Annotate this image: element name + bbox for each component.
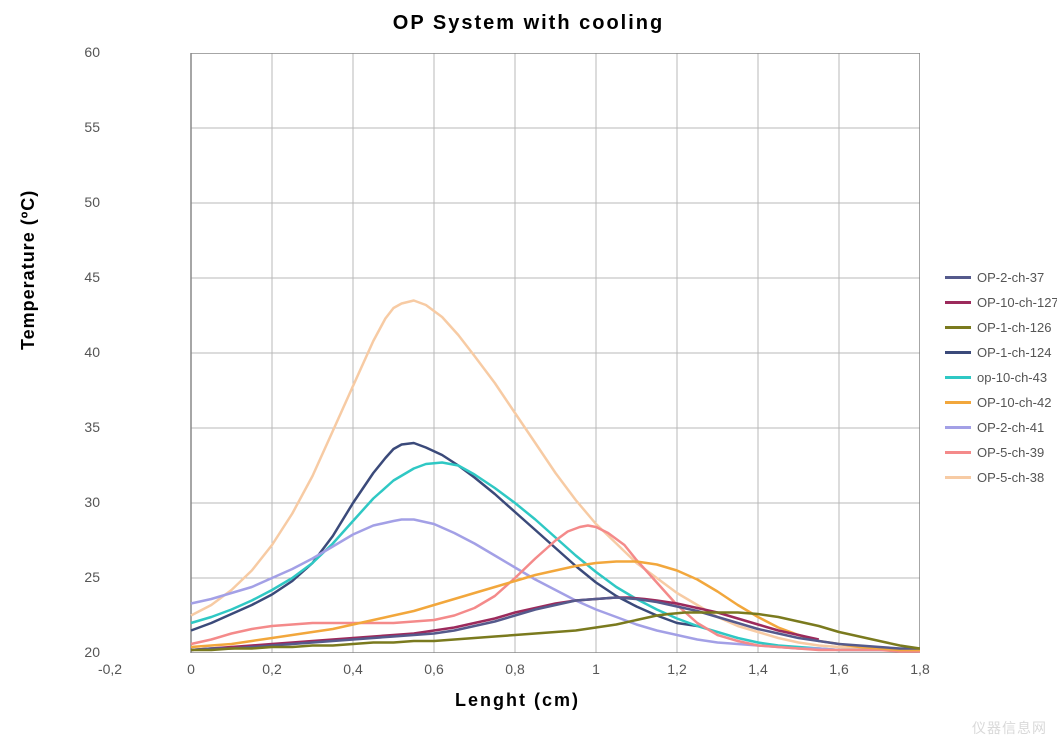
x-tick-label: 0,8 bbox=[495, 661, 535, 677]
y-tick-label: 30 bbox=[60, 494, 100, 510]
y-tick-label: 50 bbox=[60, 194, 100, 210]
legend-swatch bbox=[945, 401, 971, 404]
x-tick-label: 1,6 bbox=[819, 661, 859, 677]
chart-container: 202530354045505560-0,200,20,40,60,811,21… bbox=[110, 53, 1057, 653]
legend-label: OP-5-ch-38 bbox=[977, 470, 1044, 485]
watermark: 仪器信息网 bbox=[972, 718, 1047, 738]
x-tick-label: 1 bbox=[576, 661, 616, 677]
y-tick-label: 55 bbox=[60, 119, 100, 135]
x-tick-label: 0,4 bbox=[333, 661, 373, 677]
y-tick-label: 60 bbox=[60, 44, 100, 60]
y-axis-label: Temperature (ºC) bbox=[18, 190, 39, 350]
legend-label: OP-1-ch-126 bbox=[977, 320, 1051, 335]
legend: OP-2-ch-37 OP-10-ch-127 OP-1-ch-126 OP-1-ch… bbox=[945, 270, 1057, 495]
y-tick-label: 25 bbox=[60, 569, 100, 585]
legend-swatch bbox=[945, 376, 971, 379]
chart-title: OP System with cooling bbox=[0, 0, 1057, 43]
legend-swatch bbox=[945, 476, 971, 479]
legend-swatch bbox=[945, 326, 971, 329]
legend-swatch bbox=[945, 426, 971, 429]
legend-swatch bbox=[945, 301, 971, 304]
x-tick-label: 1,2 bbox=[657, 661, 697, 677]
y-tick-label: 35 bbox=[60, 419, 100, 435]
x-tick-label: -0,2 bbox=[90, 661, 130, 677]
legend-label: op-10-ch-43 bbox=[977, 370, 1047, 385]
legend-label: OP-5-ch-39 bbox=[977, 445, 1044, 460]
legend-swatch bbox=[945, 351, 971, 354]
legend-item: OP-1-ch-124 bbox=[945, 345, 1057, 360]
line-chart bbox=[110, 53, 920, 653]
y-tick-label: 20 bbox=[60, 644, 100, 660]
x-tick-label: 0,2 bbox=[252, 661, 292, 677]
legend-item: OP-10-ch-42 bbox=[945, 395, 1057, 410]
legend-item: OP-2-ch-41 bbox=[945, 420, 1057, 435]
legend-label: OP-2-ch-41 bbox=[977, 420, 1044, 435]
legend-label: OP-10-ch-42 bbox=[977, 395, 1051, 410]
x-tick-label: 1,4 bbox=[738, 661, 778, 677]
y-tick-label: 45 bbox=[60, 269, 100, 285]
legend-item: op-10-ch-43 bbox=[945, 370, 1057, 385]
legend-swatch bbox=[945, 451, 971, 454]
legend-item: OP-2-ch-37 bbox=[945, 270, 1057, 285]
x-tick-label: 1,8 bbox=[900, 661, 940, 677]
legend-item: OP-5-ch-39 bbox=[945, 445, 1057, 460]
x-axis-label: Lenght (cm) bbox=[455, 690, 580, 711]
legend-swatch bbox=[945, 276, 971, 279]
legend-label: OP-2-ch-37 bbox=[977, 270, 1044, 285]
legend-item: OP-1-ch-126 bbox=[945, 320, 1057, 335]
legend-label: OP-1-ch-124 bbox=[977, 345, 1051, 360]
x-tick-label: 0,6 bbox=[414, 661, 454, 677]
legend-item: OP-5-ch-38 bbox=[945, 470, 1057, 485]
y-tick-label: 40 bbox=[60, 344, 100, 360]
legend-item: OP-10-ch-127 bbox=[945, 295, 1057, 310]
legend-label: OP-10-ch-127 bbox=[977, 295, 1057, 310]
x-tick-label: 0 bbox=[171, 661, 211, 677]
